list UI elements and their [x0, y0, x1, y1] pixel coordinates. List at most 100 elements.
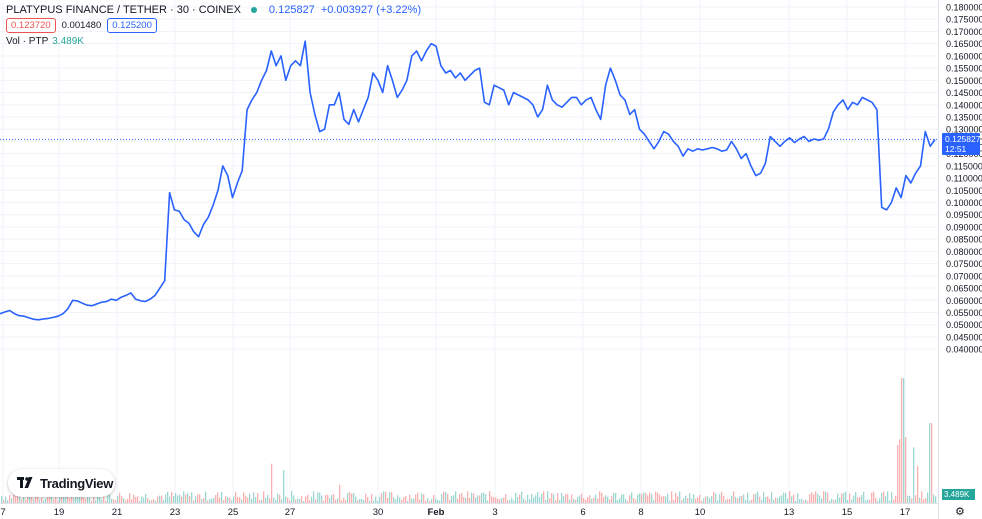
- volume-bar: [683, 498, 685, 503]
- volume-bar: [323, 500, 325, 503]
- x-tick-label: Feb: [428, 507, 445, 518]
- y-tick-label: 0.175000: [946, 15, 982, 25]
- volume-bar: [505, 494, 507, 503]
- volume-bar: [757, 491, 759, 503]
- volume-bar: [607, 496, 609, 503]
- volume-bar: [859, 496, 861, 503]
- volume-bar: [671, 491, 673, 503]
- x-tick-label: 25: [228, 507, 239, 518]
- volume-bar: [915, 495, 917, 503]
- volume-bar: [101, 499, 103, 503]
- y-tick-label: 0.110000: [946, 174, 982, 184]
- volume-bar: [255, 497, 257, 503]
- volume-bar: [847, 500, 849, 503]
- volume-bar: [51, 493, 53, 503]
- volume-bar: [549, 498, 551, 503]
- volume-bar: [817, 493, 819, 503]
- volume-bar: [115, 500, 117, 503]
- volume-bar: [61, 491, 63, 503]
- volume-bar: [535, 495, 537, 503]
- volume-bar: [561, 492, 563, 503]
- volume-bar: [331, 495, 333, 503]
- volume-bar: [421, 493, 423, 503]
- volume-bar: [509, 500, 511, 503]
- volume-bar: [869, 499, 871, 503]
- volume-bar: [361, 498, 363, 503]
- y-tick-label: 0.090000: [946, 222, 982, 232]
- volume-bar: [271, 463, 273, 503]
- last-price-badge-value: 0.125827: [945, 134, 981, 145]
- volume-bar: [793, 494, 795, 503]
- volume-bar: [781, 495, 783, 503]
- volume-bar: [17, 494, 19, 503]
- symbol-title[interactable]: PLATYPUS FINANCE / TETHER · 30 · COINEX: [6, 4, 241, 16]
- volume-bar: [797, 493, 799, 503]
- volume-bar: [787, 498, 789, 503]
- volume-bar: [75, 492, 77, 503]
- volume-bar: [589, 495, 591, 503]
- volume-bar: [895, 495, 897, 503]
- volume-bar: [691, 498, 693, 503]
- price-axis[interactable]: 0.180000 0.175000 0.170000 0.165000 0.160000…: [946, 3, 982, 355]
- y-tick-label: 0.160000: [946, 51, 982, 61]
- volume-bar: [97, 496, 99, 503]
- volume-bar: [347, 492, 349, 503]
- volume-bar: [665, 496, 667, 503]
- volume-bar: [13, 494, 15, 503]
- time-axis[interactable]: 7 19 21 23 25 27 30 Feb 3 6 8 10 13 15 17: [0, 507, 910, 518]
- volume-bar: [841, 493, 843, 503]
- y-tick-label: 0.105000: [946, 186, 982, 196]
- volume-bar: [497, 498, 499, 503]
- volume-bar: [647, 495, 649, 503]
- tradingview-logo-icon: [17, 477, 33, 488]
- volume-bar: [579, 495, 581, 503]
- volume-bar: [277, 493, 279, 503]
- volume-badge: 3.489K: [942, 489, 975, 500]
- volume-bar: [881, 492, 883, 503]
- volume-bar: [187, 493, 189, 503]
- volume-bar: [723, 495, 725, 503]
- settings-gear-icon[interactable]: ⚙: [955, 506, 965, 518]
- volume-bar: [211, 498, 213, 503]
- x-tick-label: 30: [373, 507, 384, 518]
- volume-bar: [83, 497, 85, 503]
- volume-bar: [457, 498, 459, 503]
- volume-bar: [25, 499, 27, 503]
- volume-bar: [229, 497, 231, 503]
- volume-bar: [581, 493, 583, 503]
- volume-bar: [59, 494, 61, 503]
- volume-bar: [167, 491, 169, 503]
- y-tick-label: 0.045000: [946, 332, 982, 342]
- volume-bar: [41, 497, 43, 503]
- volume-bar: [543, 491, 545, 503]
- volume-bar: [673, 499, 675, 503]
- volume-bar: [297, 498, 299, 503]
- volume-bar: [185, 494, 187, 503]
- bid-price[interactable]: 0.123720: [6, 18, 56, 33]
- volume-bar: [929, 423, 931, 503]
- tradingview-logo[interactable]: TradingView: [8, 469, 115, 497]
- volume-bar: [19, 495, 21, 503]
- volume-bar: [811, 492, 813, 503]
- volume-bar: [469, 497, 471, 503]
- ask-price[interactable]: 0.125200: [107, 18, 157, 33]
- volume-bar: [321, 495, 323, 503]
- volume-bar: [569, 499, 571, 503]
- bid-ask-panel: 0.123720 0.001480 0.125200: [6, 18, 157, 33]
- volume-bar: [449, 499, 451, 503]
- volume-bar: [403, 497, 405, 503]
- volume-bar: [125, 500, 127, 503]
- volume-bar: [369, 500, 371, 503]
- volume-bar: [301, 496, 303, 503]
- volume-bar: [609, 499, 611, 503]
- volume-bar: [349, 492, 351, 503]
- volume-bar: [521, 491, 523, 503]
- y-tick-label: 0.155000: [946, 64, 982, 74]
- volume-bar: [669, 500, 671, 503]
- volume-bar: [551, 493, 553, 503]
- volume-bar: [31, 494, 33, 503]
- volume-bar: [227, 496, 229, 503]
- volume-bar: [371, 493, 373, 503]
- volume-bar: [195, 496, 197, 503]
